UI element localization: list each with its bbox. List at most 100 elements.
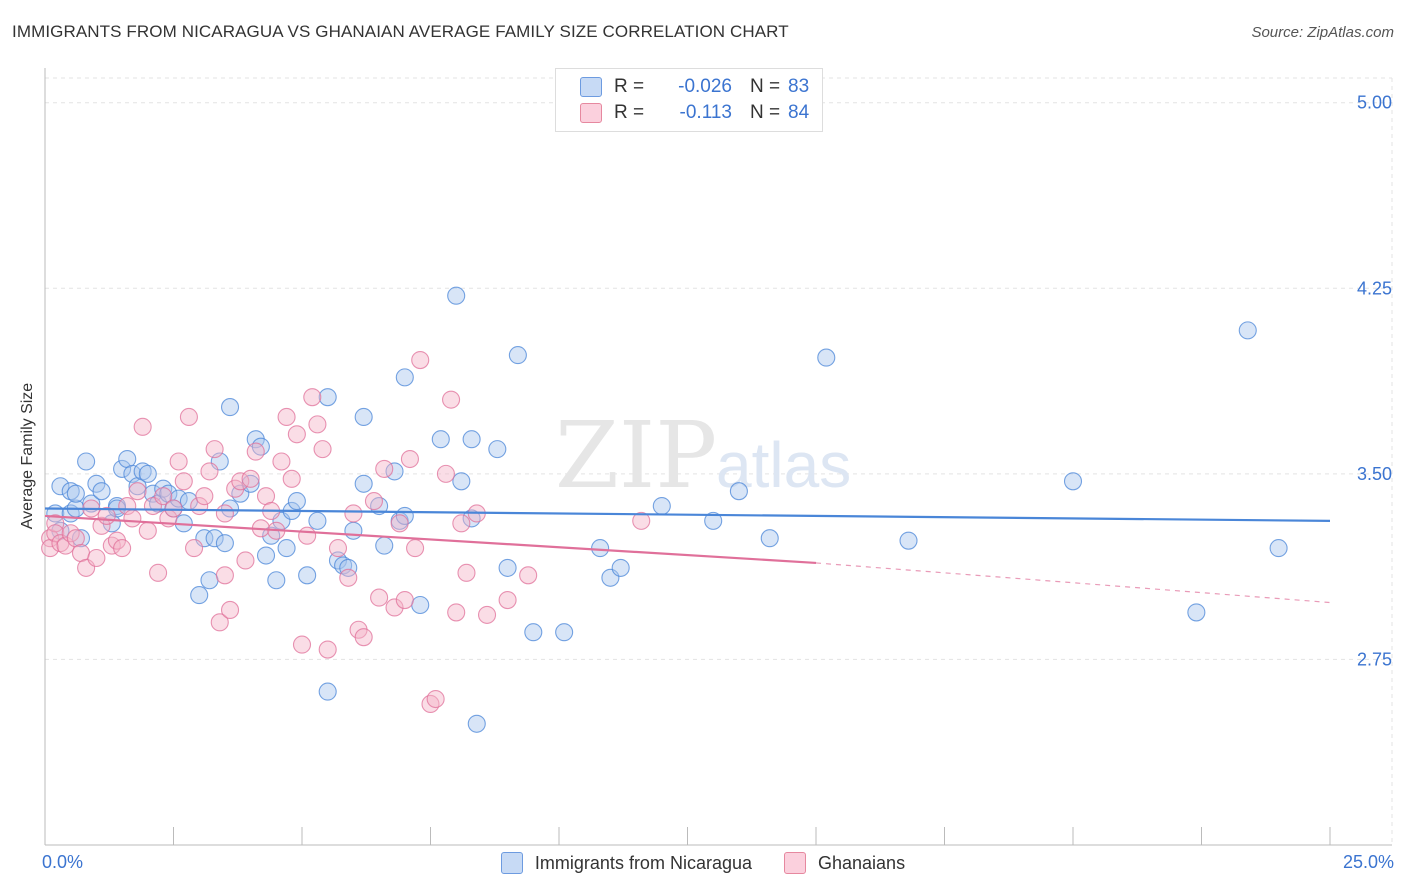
nicaragua-point — [287, 492, 306, 511]
nicaragua-point — [704, 511, 723, 530]
ghanaian-point — [292, 635, 312, 654]
ghanaian-point — [215, 566, 234, 585]
nicaragua-point — [256, 546, 276, 565]
nicaragua-point — [66, 484, 85, 503]
ghanaian-point — [133, 417, 152, 436]
ghanaian-point — [328, 539, 348, 558]
ghanaian-point — [241, 469, 260, 488]
ghanaian-point — [395, 591, 414, 610]
nicaragua-point — [267, 571, 286, 590]
ghanaian-point — [426, 689, 445, 709]
nicaragua-point — [760, 529, 779, 548]
watermark-zip: ZIP — [555, 402, 717, 509]
axes — [44, 68, 1392, 846]
nicaragua-point — [508, 346, 527, 365]
ghanaian-point — [457, 563, 476, 582]
ghanaian-point — [236, 551, 255, 570]
ghanaian-point — [318, 640, 337, 659]
nicaragua-point — [82, 494, 101, 513]
nicaragua-point — [1238, 321, 1257, 340]
data-points — [41, 286, 1288, 733]
nicaragua-point — [591, 539, 610, 558]
ghanaian-point — [344, 504, 363, 523]
ghanaian-point — [313, 440, 332, 459]
legend-r-label: R = — [614, 102, 645, 123]
ghanaian-point — [308, 415, 327, 434]
nicaragua-point — [318, 388, 337, 407]
legend-r-value: -0.026 — [678, 76, 732, 97]
nicaragua-point — [138, 464, 157, 483]
series-swatch-ghanaians — [784, 852, 806, 874]
nicaragua-point — [1063, 472, 1083, 491]
nicaragua-point — [611, 558, 630, 577]
legend-r-value: -0.113 — [679, 102, 732, 123]
nicaragua-point — [220, 398, 240, 417]
ghanaian-point — [452, 514, 471, 533]
ghanaian-point — [195, 487, 214, 506]
ghanaian-point — [174, 472, 193, 491]
ghanaian-point — [149, 563, 168, 582]
legend-swatch-ghanaians — [580, 103, 602, 123]
series-label-nicaragua: Immigrants from Nicaragua — [534, 852, 752, 873]
y-tick-label: 5.00 — [1357, 93, 1392, 113]
y-axis-label: Average Family Size — [19, 382, 36, 530]
nicaragua-point — [555, 623, 574, 642]
nicaragua-point — [354, 407, 373, 427]
chart-title: IMMIGRANTS FROM NICARAGUA VS GHANAIAN AV… — [12, 22, 789, 41]
ghanaian-point — [298, 526, 317, 545]
nicaragua-point — [462, 430, 481, 449]
ghanaian-point — [282, 469, 301, 488]
ghanaian-point — [519, 566, 538, 585]
source-label: Source: ZipAtlas.com — [1251, 24, 1394, 41]
legend-n-label: N = — [750, 76, 781, 97]
nicaragua-point — [452, 472, 471, 491]
ghanaian-point — [113, 539, 132, 558]
series-label-ghanaians: Ghanaians — [818, 852, 906, 873]
ghanaian-point — [179, 407, 198, 427]
nicaragua-point — [395, 368, 414, 387]
ghanaian-point — [477, 605, 497, 624]
ghanaian-point — [406, 539, 425, 558]
nicaragua-point — [467, 714, 486, 733]
nicaragua-point — [51, 477, 70, 496]
ghanaian-point — [400, 449, 419, 469]
ghanaian-point — [205, 440, 224, 459]
nicaragua-point — [447, 286, 466, 305]
ghanaian-trend-extension — [815, 562, 1331, 604]
nicaragua-point — [899, 531, 918, 550]
y-tick-label: 2.75 — [1357, 649, 1392, 669]
nicaragua-point — [318, 682, 337, 701]
nicaragua-point — [92, 482, 111, 501]
ghanaian-trend-line — [44, 514, 817, 565]
ghanaian-point — [354, 628, 373, 647]
ghanaian-point — [154, 487, 173, 506]
legend-r-label: R = — [614, 76, 645, 97]
ghanaian-point — [447, 603, 466, 622]
nicaragua-point — [77, 452, 96, 471]
ghanaian-point — [46, 514, 65, 533]
nicaragua-point — [262, 526, 281, 545]
ghanaian-point — [632, 511, 651, 530]
ghanaian-point — [375, 459, 394, 478]
trend-lines — [44, 507, 1331, 604]
nicaragua-point — [133, 462, 152, 481]
nicaragua-point — [71, 529, 91, 548]
nicaragua-point — [354, 474, 373, 493]
nicaragua-point — [220, 499, 240, 518]
nicaragua-point — [200, 571, 219, 590]
nicaragua-point — [498, 558, 517, 577]
nicaragua-point — [817, 348, 836, 367]
ghanaian-point — [123, 509, 142, 528]
nicaragua-point — [1269, 539, 1288, 558]
ghanaian-point — [385, 598, 404, 617]
nicaragua-point — [1187, 603, 1206, 622]
nicaragua-point — [462, 509, 481, 528]
ghanaian-point — [215, 504, 234, 523]
nicaragua-point — [277, 539, 296, 558]
ghanaian-point — [61, 524, 80, 543]
ghanaian-point — [272, 452, 291, 471]
ghanaian-point — [370, 588, 389, 607]
ghanaian-point — [138, 521, 157, 540]
ghanaian-point — [287, 425, 306, 444]
watermark-atlas: atlas — [716, 429, 851, 501]
